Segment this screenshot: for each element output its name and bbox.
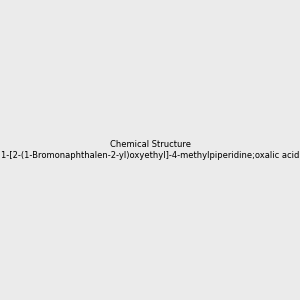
Text: Chemical Structure
1-[2-(1-Bromonaphthalen-2-yl)oxyethyl]-4-methylpiperidine;oxa: Chemical Structure 1-[2-(1-Bromonaphthal…	[1, 140, 299, 160]
